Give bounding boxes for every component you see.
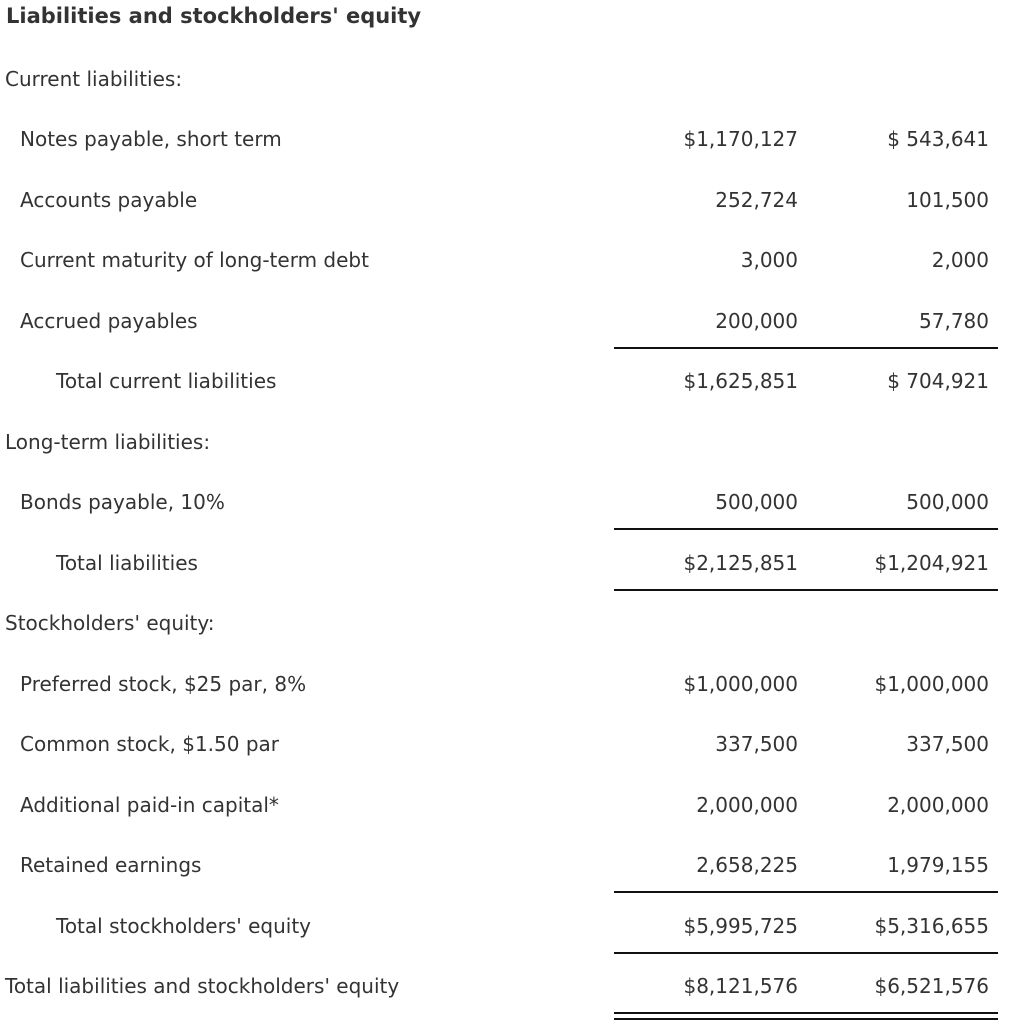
amount-col1: $5,995,725 bbox=[683, 913, 798, 938]
statement-section-title: Liabilities and stockholders' equity bbox=[6, 4, 422, 28]
amount-col1: 2,658,225 bbox=[696, 853, 798, 877]
row-label-additional-paid-in-capital: Additional paid-in capital* bbox=[20, 792, 279, 817]
row-label-total-liabilities-and-equity: Total liabilities and stockholders' equi… bbox=[5, 974, 400, 998]
amount-col2: 2,000,000 bbox=[887, 792, 989, 817]
amount-cells: $8,121,576 $6,521,576 bbox=[614, 973, 998, 1000]
table-row: Total liabilities and stockholders' equi… bbox=[0, 968, 1028, 1024]
amount-cells: $5,995,725 $5,316,655 bbox=[614, 913, 998, 940]
table-row: Additional paid-in capital* 2,000,000 2,… bbox=[0, 787, 1028, 848]
table-row: Accounts payable 252,724 101,500 bbox=[0, 182, 1028, 243]
amount-col1: $8,121,576 bbox=[683, 974, 798, 998]
amount-cells: $1,000,000 $1,000,000 bbox=[614, 671, 998, 698]
section-header-long-term-liabilities: Long-term liabilities: bbox=[5, 429, 211, 454]
amount-cells: 200,000 57,780 bbox=[614, 308, 998, 335]
amount-cells: 252,724 101,500 bbox=[614, 187, 998, 214]
table-row: Accrued payables 200,000 57,780 bbox=[0, 303, 1028, 364]
row-label-total-current-liabilities: Total current liabilities bbox=[56, 369, 277, 393]
amount-col1: 252,724 bbox=[715, 187, 798, 212]
table-row: Common stock, $1.50 par 337,500 337,500 bbox=[0, 726, 1028, 787]
row-label-retained-earnings: Retained earnings bbox=[20, 853, 202, 877]
table-row: Current maturity of long-term debt 3,000… bbox=[0, 242, 1028, 303]
amount-col1: 200,000 bbox=[715, 308, 798, 333]
table-row: Total liabilities $2,125,851 $1,204,921 bbox=[0, 545, 1028, 606]
table-row: Current liabilities: bbox=[0, 61, 1028, 122]
amount-col1: 2,000,000 bbox=[696, 792, 798, 817]
amount-col2: $ 704,921 bbox=[887, 369, 989, 393]
amount-cells: 337,500 337,500 bbox=[614, 731, 998, 758]
row-label-common-stock: Common stock, $1.50 par bbox=[20, 732, 280, 756]
row-label-notes-payable: Notes payable, short term bbox=[20, 127, 282, 151]
table-row: Liabilities and stockholders' equity bbox=[0, 0, 1028, 61]
table-row: Long-term liabilities: bbox=[0, 424, 1028, 485]
table-row: Bonds payable, 10% 500,000 500,000 bbox=[0, 484, 1028, 545]
row-label-accrued-payables: Accrued payables bbox=[20, 308, 198, 333]
total-rule bbox=[614, 588, 998, 591]
total-rule bbox=[614, 528, 998, 530]
amount-cells: 3,000 2,000 bbox=[614, 247, 998, 274]
amount-col2: 1,979,155 bbox=[887, 853, 989, 877]
amount-col2: 2,000 bbox=[931, 248, 989, 272]
section-header-current-liabilities: Current liabilities: bbox=[5, 66, 183, 91]
amount-col1: 337,500 bbox=[715, 732, 798, 756]
amount-col2: 500,000 bbox=[906, 490, 989, 514]
amount-col2: 57,780 bbox=[919, 308, 989, 333]
amount-cells: $2,125,851 $1,204,921 bbox=[614, 550, 998, 577]
grand-total-double-rule-bottom bbox=[614, 1018, 998, 1020]
amount-cells: $1,170,127 $ 543,641 bbox=[614, 126, 998, 153]
amount-col2: $1,000,000 bbox=[874, 671, 989, 696]
table-row: Notes payable, short term $1,170,127 $ 5… bbox=[0, 121, 1028, 182]
amount-col2: $6,521,576 bbox=[874, 974, 989, 998]
row-label-total-liabilities: Total liabilities bbox=[56, 550, 198, 575]
total-rule bbox=[614, 346, 998, 349]
total-rule bbox=[614, 951, 998, 954]
section-header-stockholders-equity: Stockholders' equity: bbox=[5, 611, 215, 635]
table-row: Preferred stock, $25 par, 8% $1,000,000 … bbox=[0, 666, 1028, 727]
amount-col2: 101,500 bbox=[906, 187, 989, 212]
amount-col1: $1,170,127 bbox=[683, 127, 798, 151]
table-row: Stockholders' equity: bbox=[0, 605, 1028, 666]
row-label-accounts-payable: Accounts payable bbox=[20, 187, 198, 212]
amount-cells: $1,625,851 $ 704,921 bbox=[614, 368, 998, 395]
row-label-bonds-payable: Bonds payable, 10% bbox=[20, 490, 225, 514]
amount-col2: $ 543,641 bbox=[887, 127, 989, 151]
amount-col1: 3,000 bbox=[740, 248, 798, 272]
amount-col1: 500,000 bbox=[715, 490, 798, 514]
amount-col2: 337,500 bbox=[906, 732, 989, 756]
amount-cells: 2,658,225 1,979,155 bbox=[614, 852, 998, 879]
amount-col1: $1,625,851 bbox=[683, 369, 798, 393]
table-row: Total current liabilities $1,625,851 $ 7… bbox=[0, 363, 1028, 424]
row-label-total-stockholders-equity: Total stockholders' equity bbox=[56, 913, 312, 938]
row-label-current-maturity-ltd: Current maturity of long-term debt bbox=[20, 248, 369, 272]
row-label-preferred-stock: Preferred stock, $25 par, 8% bbox=[20, 671, 307, 696]
amount-cells: 2,000,000 2,000,000 bbox=[614, 792, 998, 819]
amount-col1: $2,125,851 bbox=[683, 550, 798, 575]
grand-total-double-rule-top bbox=[614, 1012, 998, 1014]
amount-col2: $1,204,921 bbox=[874, 550, 989, 575]
table-row: Retained earnings 2,658,225 1,979,155 bbox=[0, 847, 1028, 908]
amount-col2: $5,316,655 bbox=[874, 913, 989, 938]
total-rule bbox=[614, 891, 998, 893]
amount-cells: 500,000 500,000 bbox=[614, 489, 998, 516]
table-row: Total stockholders' equity $5,995,725 $5… bbox=[0, 908, 1028, 969]
amount-col1: $1,000,000 bbox=[683, 671, 798, 696]
